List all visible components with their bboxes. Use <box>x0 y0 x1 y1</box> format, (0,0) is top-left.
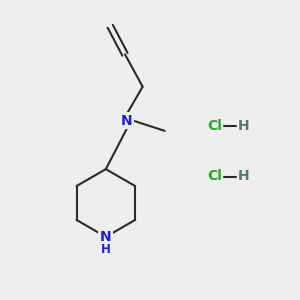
Text: H: H <box>238 169 249 184</box>
Text: N: N <box>100 230 112 244</box>
Text: Cl: Cl <box>207 119 222 134</box>
Text: H: H <box>101 243 111 256</box>
Text: Cl: Cl <box>207 169 222 184</box>
Text: N: N <box>121 114 132 128</box>
Text: H: H <box>238 119 249 134</box>
